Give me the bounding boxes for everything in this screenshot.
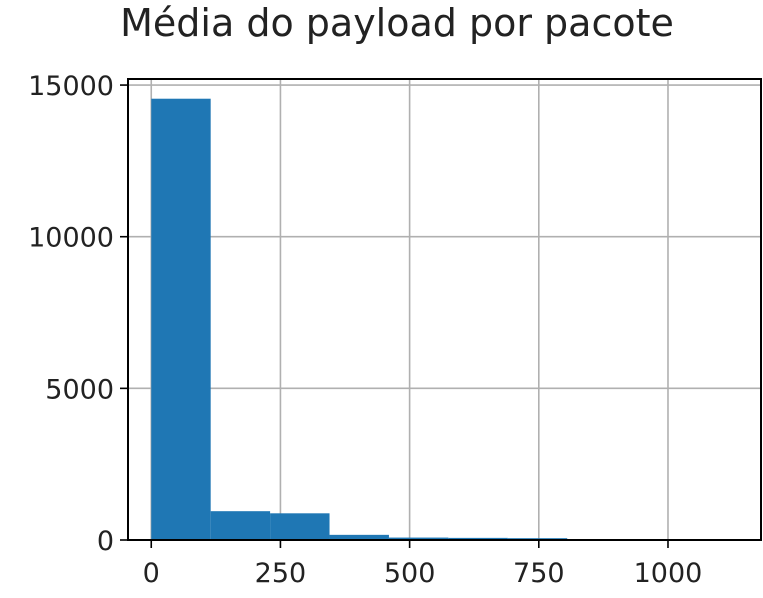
- y-tick-label: 10000: [28, 223, 114, 254]
- grid-lines: [128, 79, 761, 540]
- y-tick-label: 0: [97, 526, 114, 557]
- histogram-bar: [211, 511, 270, 540]
- y-axis: 0 5000 10000 15000: [28, 71, 128, 557]
- x-tick-label: 250: [255, 558, 307, 589]
- plot-frame: [128, 79, 761, 540]
- x-tick-label: 0: [143, 558, 160, 589]
- chart-title: Média do payload por pacote: [120, 1, 674, 45]
- x-tick-label: 750: [513, 558, 565, 589]
- histogram-bar: [151, 99, 210, 540]
- histogram-bars: [151, 99, 745, 540]
- y-tick-label: 5000: [45, 374, 114, 405]
- x-tick-label: 500: [384, 558, 436, 589]
- x-tick-label: 1000: [634, 558, 703, 589]
- y-tick-label: 15000: [28, 71, 114, 102]
- histogram-bar: [270, 513, 329, 540]
- x-axis: 0 250 500 750 1000: [143, 540, 703, 589]
